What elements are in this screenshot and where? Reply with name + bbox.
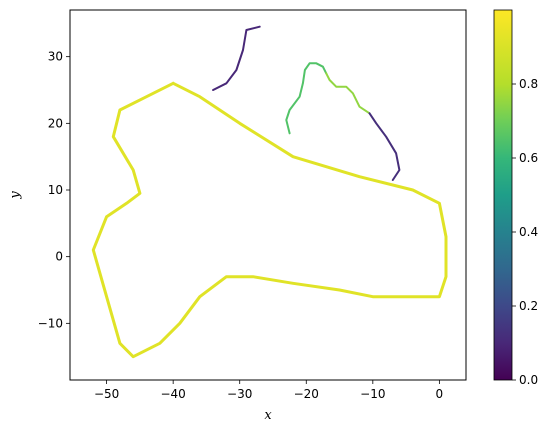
data-layer <box>91 25 448 359</box>
colorbar-tick-label: 0.4 <box>519 225 538 239</box>
x-tick-label: −50 <box>94 387 119 401</box>
colorbar <box>493 9 513 381</box>
y-tick-label: 0 <box>55 250 63 264</box>
y-tick-label: 20 <box>48 116 63 130</box>
x-tick-label: −30 <box>227 387 252 401</box>
x-tick-label: −20 <box>294 387 319 401</box>
colorbar-ticks: 0.0 0.2 0.4 0.6 0.8 <box>512 77 538 387</box>
x-axis-label: x <box>264 408 272 423</box>
x-tick-label: −40 <box>160 387 185 401</box>
trajectory-series-3 <box>325 72 371 115</box>
x-axis-ticks: −50 −40 −30 −20 −10 0 <box>94 380 443 401</box>
y-axis-ticks: −10 0 10 20 30 <box>38 50 70 330</box>
colorbar-tick-label: 0.8 <box>519 77 538 91</box>
trajectory-series-4 <box>368 112 401 181</box>
colorbar-tick-label: 0.2 <box>519 299 538 313</box>
trajectory-series-0 <box>91 81 448 359</box>
colorbar-tick-label: 0.6 <box>519 151 538 165</box>
x-tick-label: −10 <box>360 387 385 401</box>
trajectory-series-2 <box>285 62 328 135</box>
y-tick-label: 30 <box>48 50 63 64</box>
plot-frame <box>69 9 467 381</box>
y-tick-label: −10 <box>38 316 63 330</box>
x-tick-label: 0 <box>436 387 444 401</box>
y-axis-label: y <box>8 191 23 200</box>
y-tick-label: 10 <box>48 183 63 197</box>
trajectory-series-1 <box>212 25 261 91</box>
colorbar-tick-label: 0.0 <box>519 373 538 387</box>
